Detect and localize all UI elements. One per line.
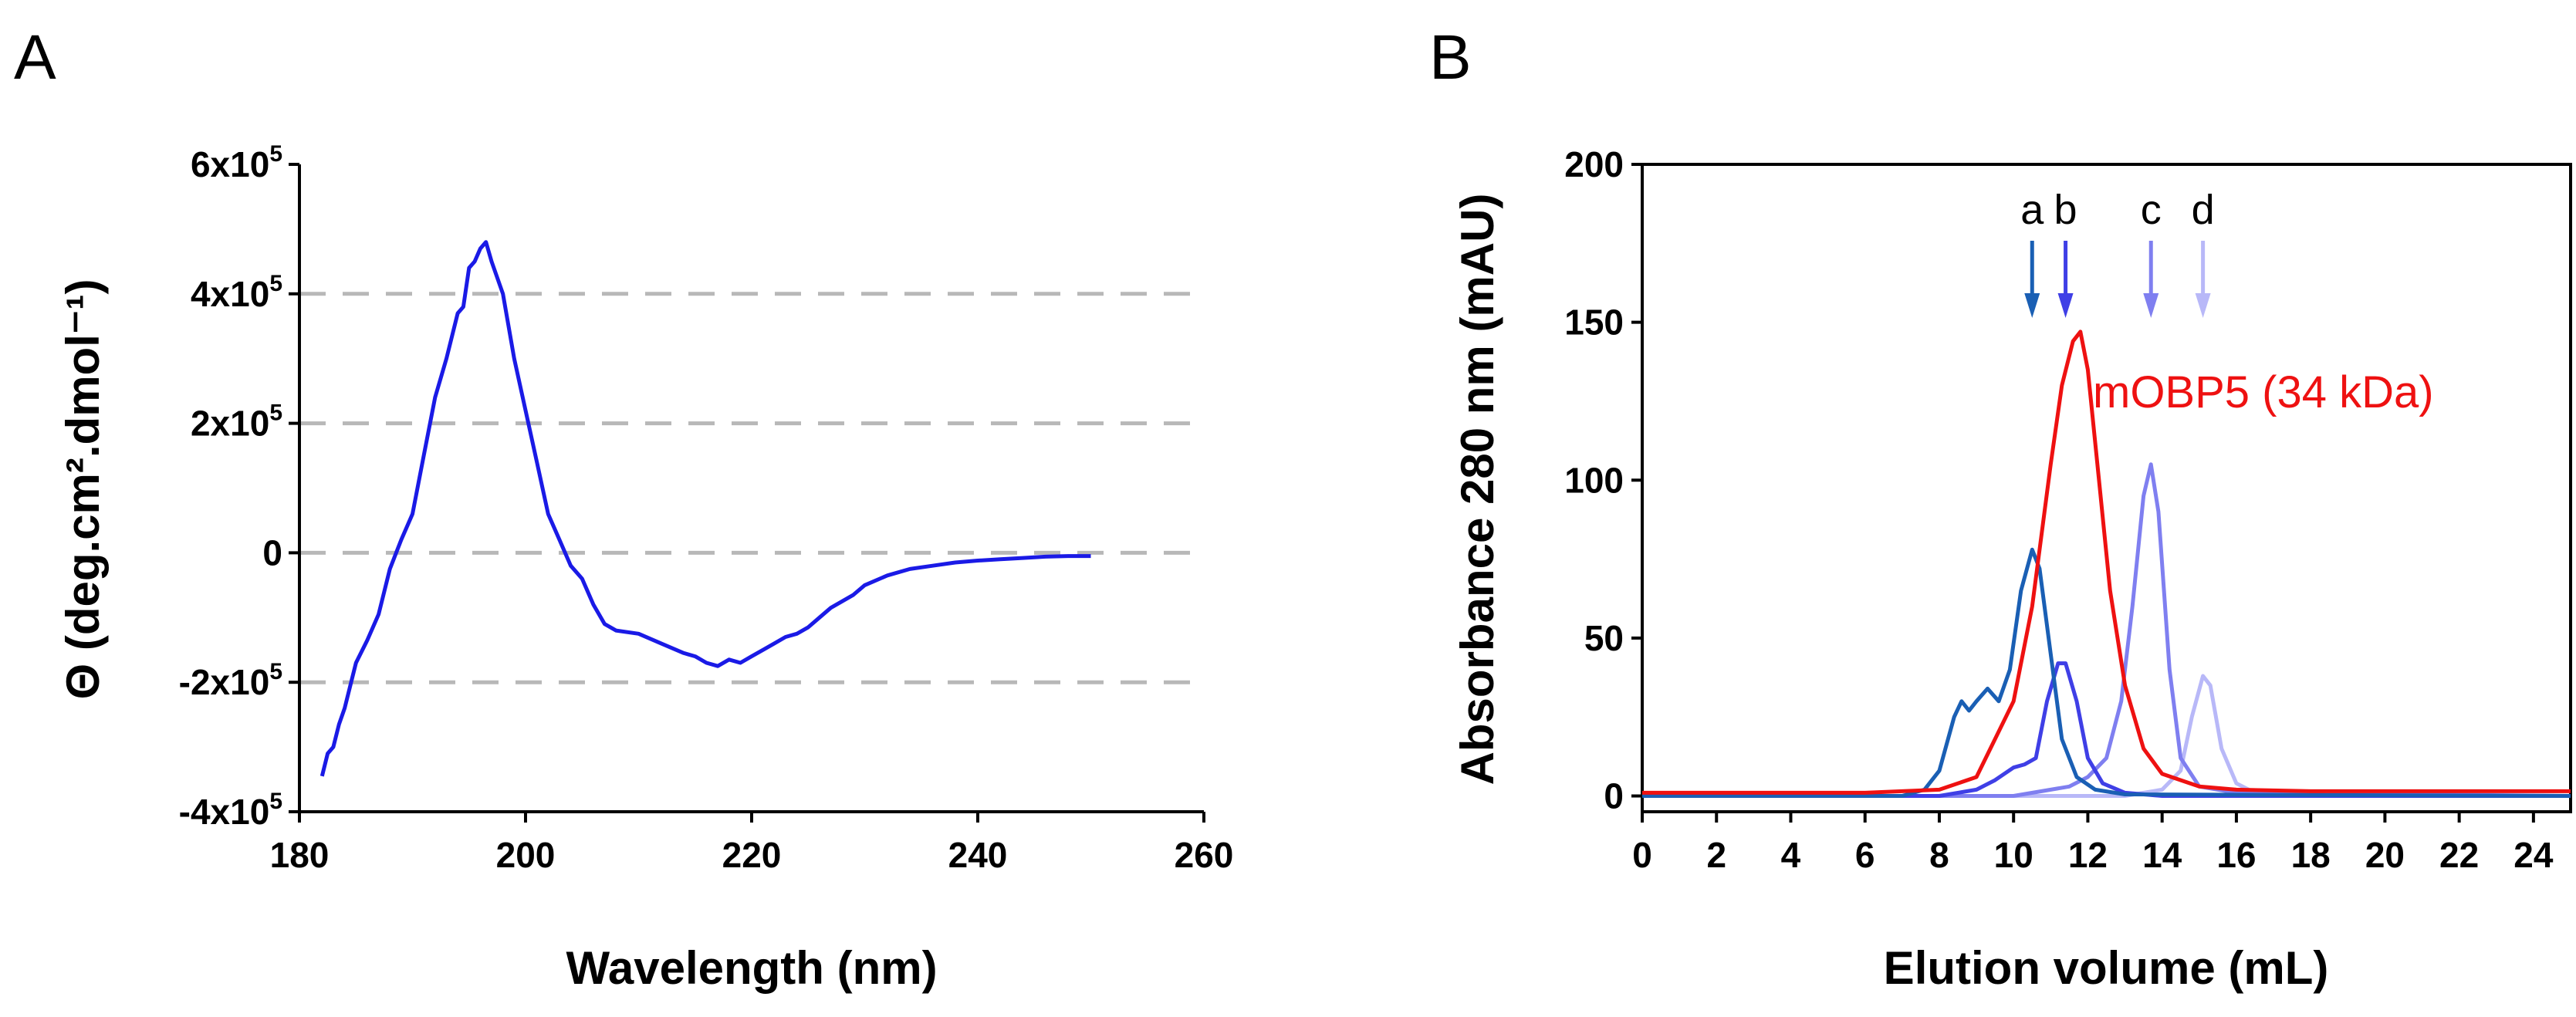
panel-b-x-tick-label: 14 xyxy=(2142,835,2182,875)
panel-b-y-axis-title: Absorbance 280 nm (mAU) xyxy=(1452,194,1503,786)
panel-a-y-tick-exponent: 5 xyxy=(269,271,282,296)
marker-arrow-head-a xyxy=(2024,293,2040,318)
panel-a-y-tick-base: 4x10 xyxy=(191,274,269,314)
panel-b-series-line-mobp5 xyxy=(1642,329,2571,795)
mobp5-annotation: mOBP5 (34 kDa) xyxy=(2093,367,2434,417)
panel-b-y-tick-label: 0 xyxy=(1604,776,1624,816)
panel-b-y-tick-label: 200 xyxy=(1564,144,1624,184)
panel-a-y-tick-base: 6x10 xyxy=(191,144,269,184)
panel-b-x-tick-label: 4 xyxy=(1781,835,1801,875)
panel-b-series-line-a xyxy=(1642,547,2571,798)
panel-b-y-tick-label: 150 xyxy=(1564,302,1624,343)
panel-a-axes xyxy=(298,164,1204,813)
panel-a-x-tick-label: 260 xyxy=(1175,835,1234,875)
panel-a-x-tick-label: 220 xyxy=(722,835,782,875)
panel-a-y-tick-label: -4x105 xyxy=(179,789,282,832)
panel-b-frame xyxy=(1641,163,2572,813)
panel-b-x-tick-label: 22 xyxy=(2439,835,2479,875)
panel-a-cd-spectrum-line xyxy=(319,240,1091,777)
panel-a-y-tick-base: -4x10 xyxy=(179,792,270,832)
panel-a-y-tick-label: -2x105 xyxy=(179,659,282,702)
panel-b-x-tick-label: 6 xyxy=(1855,835,1875,875)
panel-a-y-axis-title: Θ (deg.cm².dmol⁻¹) xyxy=(57,279,109,700)
panel-a-y-tick-exponent: 5 xyxy=(269,789,282,814)
panel-a-x-tick-label: 240 xyxy=(948,835,1008,875)
panel-a-y-tick-base: -2x10 xyxy=(179,662,270,702)
panel-b-x-axis-title: Elution volume (mL) xyxy=(1884,942,2329,994)
marker-label-b: b xyxy=(2054,187,2077,233)
marker-arrow-head-d xyxy=(2195,293,2211,318)
panel-b-series-line-c xyxy=(1642,462,2571,798)
panel-b-x-tick-label: 16 xyxy=(2216,835,2256,875)
panel-b-x-tick-label: 10 xyxy=(1994,835,2033,875)
panel-b-series-line-b xyxy=(1642,661,2571,798)
panel-a-y-tick-exponent: 5 xyxy=(269,400,282,426)
panel-b-x-tick-label: 0 xyxy=(1632,835,1652,875)
panel-a-y-tick-label: 4x105 xyxy=(191,271,282,314)
panel-a-x-axis-title: Wavelength (nm) xyxy=(566,942,937,994)
marker-label-d: d xyxy=(2192,187,2215,233)
panel-a-x-tick-label: 180 xyxy=(270,835,330,875)
panel-a-y-tick-label: 2x105 xyxy=(191,400,282,444)
panel-a-letter: A xyxy=(14,22,56,93)
panel-b-x-tick-label: 12 xyxy=(2068,835,2108,875)
panel-a-y-tick-base: 2x10 xyxy=(191,404,269,444)
panel-a-y-tick-label: 6x105 xyxy=(191,141,282,184)
panel-a-chart: 180 200 220 240 260-4x105-2x10502x1054x1056x… xyxy=(57,141,1233,994)
panel-a-y-tick-label: 0 xyxy=(262,532,282,573)
panel-b-x-tick-label: 2 xyxy=(1706,835,1726,875)
panel-b-y-tick-label: 50 xyxy=(1584,618,1624,658)
panel-b-x-tick-label: 8 xyxy=(1929,835,1949,875)
marker-label-c: c xyxy=(2141,187,2162,233)
panel-b-letter: B xyxy=(1429,22,1472,93)
panel-a-y-tick-exponent: 5 xyxy=(269,659,282,684)
marker-arrow-head-c xyxy=(2143,293,2159,318)
marker-arrow-head-b xyxy=(2057,293,2074,318)
panel-b-series-line-d xyxy=(1642,674,2571,798)
panel-b-x-tick-label: 18 xyxy=(2291,835,2331,875)
panel-b-x-tick-label: 20 xyxy=(2365,835,2405,875)
panel-a-y-tick-exponent: 5 xyxy=(269,141,282,167)
panel-b-x-tick-label: 24 xyxy=(2513,835,2554,875)
panel-a-x-tick-label: 200 xyxy=(496,835,556,875)
panel-b-y-tick-label: 100 xyxy=(1564,460,1624,500)
panel-a-y-tick-base: 0 xyxy=(262,532,282,573)
marker-label-a: a xyxy=(2020,187,2044,233)
